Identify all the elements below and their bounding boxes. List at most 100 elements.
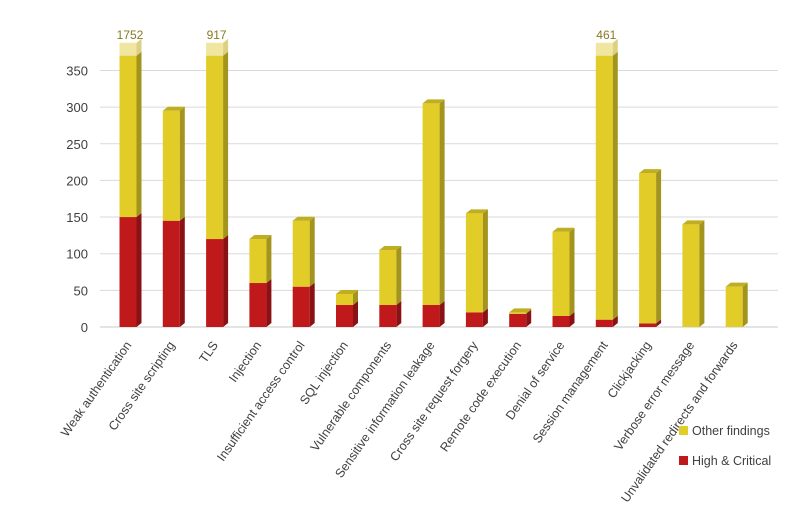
category-label: TLS xyxy=(196,339,221,366)
bar-group xyxy=(292,216,315,327)
bar-segment xyxy=(336,294,353,306)
bar-segment xyxy=(465,312,483,327)
bar-segment xyxy=(379,305,397,327)
bar-segment-side xyxy=(179,106,185,221)
bar-group xyxy=(682,220,705,327)
data-labels: 1752 917 461 xyxy=(117,28,617,42)
bar-group xyxy=(336,290,358,327)
bar-segment-side xyxy=(396,301,402,327)
bar-segment xyxy=(682,224,700,327)
bar-segment xyxy=(249,283,267,327)
bar-group xyxy=(379,246,402,327)
bar-segment-top xyxy=(249,235,272,240)
legend-label: Other findings xyxy=(692,424,770,438)
axis-break-cap xyxy=(119,42,137,56)
bar-group xyxy=(595,38,618,327)
bar-segment xyxy=(162,220,180,327)
bar-segment-side xyxy=(439,99,445,306)
axis-break-cap-side xyxy=(136,38,142,56)
bar-segment-side xyxy=(136,213,142,327)
bar-segment-side xyxy=(612,51,618,320)
bar-segment xyxy=(725,286,743,327)
bar-segment-side xyxy=(612,315,618,327)
legend-swatch xyxy=(679,456,688,465)
bar-segment-top xyxy=(422,99,445,104)
bar-segment-side xyxy=(309,216,315,287)
bar-segment-side xyxy=(353,301,358,327)
y-tick-label: 100 xyxy=(66,247,88,262)
bar-segment-top xyxy=(552,227,575,232)
y-tick-label: 350 xyxy=(66,63,88,78)
bar-group xyxy=(509,308,532,327)
bar-segment-side xyxy=(136,51,142,218)
y-tick-label: 50 xyxy=(74,283,88,298)
category-label: Session management xyxy=(530,338,611,446)
bar-group xyxy=(465,209,488,327)
bar-segment-side xyxy=(699,220,705,327)
bar-segment xyxy=(249,239,267,284)
bar-group xyxy=(725,282,748,327)
legend-label: High & Critical xyxy=(692,454,771,468)
category-label: Clickjacking xyxy=(605,339,654,401)
bar-segment-side xyxy=(223,235,229,327)
bar-group xyxy=(162,106,185,327)
bar-segment-side xyxy=(656,169,662,324)
y-tick-label: 250 xyxy=(66,137,88,152)
bar-segment-side xyxy=(266,279,272,327)
axis-break-cap-side xyxy=(612,38,618,56)
bar-segment-side xyxy=(526,308,532,314)
bar-segment-side xyxy=(569,312,575,327)
bar-group xyxy=(552,227,575,327)
bar-segment-side xyxy=(656,319,662,327)
bar-segment xyxy=(639,323,657,327)
bar-segment-side xyxy=(526,309,532,327)
y-tick-label: 0 xyxy=(81,320,88,335)
bar-segment-top xyxy=(162,106,185,111)
total-label: 461 xyxy=(596,28,616,42)
bar-segment xyxy=(639,173,657,324)
bar-segment-side xyxy=(309,282,315,327)
axis-break-cap xyxy=(206,42,224,56)
bar-segment-top xyxy=(379,246,402,251)
y-tick-label: 300 xyxy=(66,100,88,115)
category-label: Vulnerable components xyxy=(308,339,395,454)
bar-segment xyxy=(595,319,613,327)
bar-segment-top xyxy=(682,220,705,225)
bar-segment xyxy=(422,305,440,327)
bar-segment xyxy=(509,312,527,314)
bar-group xyxy=(119,38,142,327)
y-tick-label: 200 xyxy=(66,173,88,188)
bar-segment-side xyxy=(742,282,748,327)
total-label: 917 xyxy=(207,28,227,42)
bar-segment xyxy=(336,305,353,327)
legend: Other findings High & Critical xyxy=(679,424,771,468)
bar-group xyxy=(206,38,229,327)
bar-segment-top xyxy=(465,209,488,214)
bar-segment xyxy=(422,103,440,306)
bar-segment xyxy=(379,250,397,306)
bar-segment xyxy=(509,313,527,327)
bar-segment-top xyxy=(509,308,532,313)
bar-segment xyxy=(292,286,310,327)
bar-segment xyxy=(119,217,137,327)
bar-segment-side xyxy=(439,301,445,327)
bars xyxy=(119,38,748,327)
axis-break-cap xyxy=(595,42,613,56)
bar-group xyxy=(249,235,272,327)
bar-segment xyxy=(119,55,137,218)
axis-break-cap-side xyxy=(223,38,229,56)
bar-segment-top xyxy=(639,169,662,174)
category-label: Remote code execution xyxy=(437,339,524,455)
bar-segment xyxy=(552,231,570,317)
category-label: Cross site request forgery xyxy=(387,338,481,464)
bar-segment-side xyxy=(569,227,575,317)
bar-segment-side xyxy=(353,290,358,306)
y-axis-ticks: 0 50 100 150 200 250 300 350 xyxy=(66,63,88,335)
bar-segment-top xyxy=(725,282,748,287)
bar-segment-side xyxy=(179,216,185,327)
bar-segment-side xyxy=(396,246,402,306)
legend-swatch xyxy=(679,426,688,435)
total-label: 1752 xyxy=(117,28,144,42)
